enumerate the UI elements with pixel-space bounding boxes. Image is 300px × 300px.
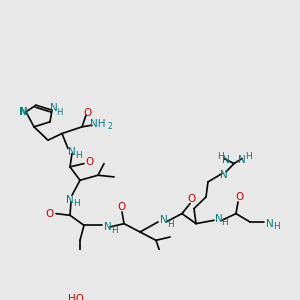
- Text: N: N: [220, 170, 228, 180]
- Text: HO: HO: [68, 294, 84, 300]
- Text: N: N: [238, 155, 246, 165]
- Text: O: O: [86, 157, 94, 167]
- Text: H: H: [167, 220, 173, 229]
- Text: N: N: [222, 155, 230, 165]
- Text: N: N: [68, 147, 76, 157]
- Text: H: H: [74, 199, 80, 208]
- Text: N: N: [20, 107, 28, 117]
- Text: H: H: [111, 226, 117, 235]
- Text: O: O: [188, 194, 196, 204]
- Text: H: H: [222, 218, 228, 227]
- Text: H: H: [56, 108, 62, 117]
- Text: H: H: [217, 152, 224, 161]
- Text: N: N: [19, 107, 27, 117]
- Text: N: N: [160, 215, 168, 225]
- Text: O: O: [46, 209, 54, 220]
- Text: H: H: [244, 152, 251, 161]
- Text: N: N: [50, 103, 58, 113]
- Text: 2: 2: [108, 122, 112, 130]
- Text: O: O: [84, 109, 92, 118]
- Text: N: N: [266, 219, 274, 229]
- Text: O: O: [236, 192, 244, 202]
- Text: NH: NH: [90, 118, 106, 128]
- Text: N: N: [104, 222, 112, 232]
- Text: N: N: [215, 214, 223, 224]
- Text: H: H: [75, 151, 81, 160]
- Text: N: N: [66, 195, 74, 205]
- Text: H: H: [273, 223, 279, 232]
- Text: O: O: [118, 202, 126, 212]
